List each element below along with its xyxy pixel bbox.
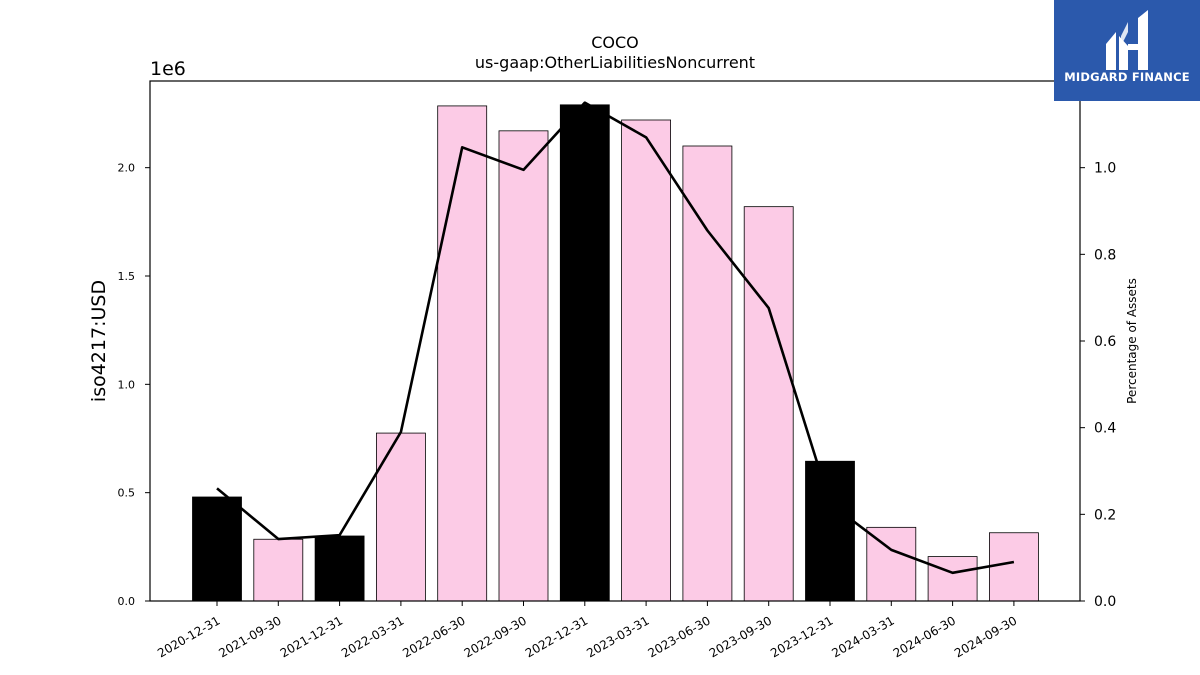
brand-logo: MIDGARD FINANCE	[1054, 0, 1200, 101]
bar-2024-03-31	[866, 526, 917, 602]
x-tick-label: 2021-09-30	[216, 613, 283, 660]
brand-name: MIDGARD FINANCE	[1064, 70, 1190, 84]
y-tick-label-right: 0.0	[1094, 594, 1116, 610]
x-tick-label: 2022-06-30	[400, 613, 467, 660]
bar-2023-12-31	[805, 460, 855, 602]
x-tick-label: 2023-03-31	[584, 613, 651, 660]
x-tick-label: 2021-12-31	[278, 613, 345, 660]
y-axis-label-right: Percentage of Assets	[1125, 278, 1139, 404]
x-tick-label: 2022-12-31	[523, 613, 590, 660]
y-tick-label: 1.0	[118, 378, 136, 391]
y-tick-label-right: 0.2	[1094, 507, 1116, 523]
bar-2023-03-31	[621, 119, 671, 602]
x-tick-label: 2022-03-31	[339, 613, 406, 660]
plot-frame	[149, 80, 1081, 602]
bar-2023-06-30	[682, 145, 733, 602]
y-tick-label: 0.0	[118, 595, 136, 608]
bar-2021-09-30	[253, 538, 304, 602]
bar-2022-06-30	[437, 105, 488, 602]
y-axis-label: iso4217:USD	[88, 280, 110, 402]
y-tick-label-right: 0.8	[1094, 247, 1116, 263]
bar-2020-12-31	[192, 496, 242, 602]
chart-subtitle: us-gaap:OtherLiabilitiesNoncurrent	[475, 53, 755, 72]
bar-2021-12-31	[314, 535, 365, 602]
bar-2023-09-30	[743, 206, 794, 602]
y-tick-label-right: 1.0	[1094, 161, 1116, 177]
bar-2024-09-30	[989, 532, 1039, 602]
y-tick-label: 2.0	[118, 162, 136, 175]
x-tick-label: 2023-12-31	[768, 613, 835, 660]
line-series	[216, 101, 1015, 575]
x-tick-label: 2023-06-30	[645, 613, 712, 660]
logo-mark-icon	[1106, 10, 1148, 70]
x-tick-label: 2024-03-31	[829, 613, 896, 660]
x-tick-label: 2024-06-30	[891, 613, 958, 660]
y-tick-label: 1.5	[118, 270, 136, 283]
percentage-line	[216, 101, 1015, 575]
bar-2022-12-31	[559, 104, 610, 602]
bar-2022-03-31	[375, 432, 426, 602]
x-tick-label: 2023-09-30	[707, 613, 774, 660]
x-tick-label: 2022-09-30	[462, 613, 529, 660]
y-tick-label-right: 0.6	[1094, 334, 1116, 350]
y-tick-label: 0.5	[118, 487, 136, 500]
y-tick-label-right: 0.4	[1094, 421, 1116, 437]
chart-title: COCO	[591, 33, 639, 52]
x-tick-label: 2020-12-31	[155, 613, 222, 660]
y-offset-label: 1e6	[150, 58, 186, 80]
bar-series	[192, 104, 1039, 602]
bar-2022-09-30	[498, 130, 549, 602]
x-tick-label: 2024-09-30	[952, 613, 1019, 660]
bar-2024-06-30	[927, 556, 978, 602]
